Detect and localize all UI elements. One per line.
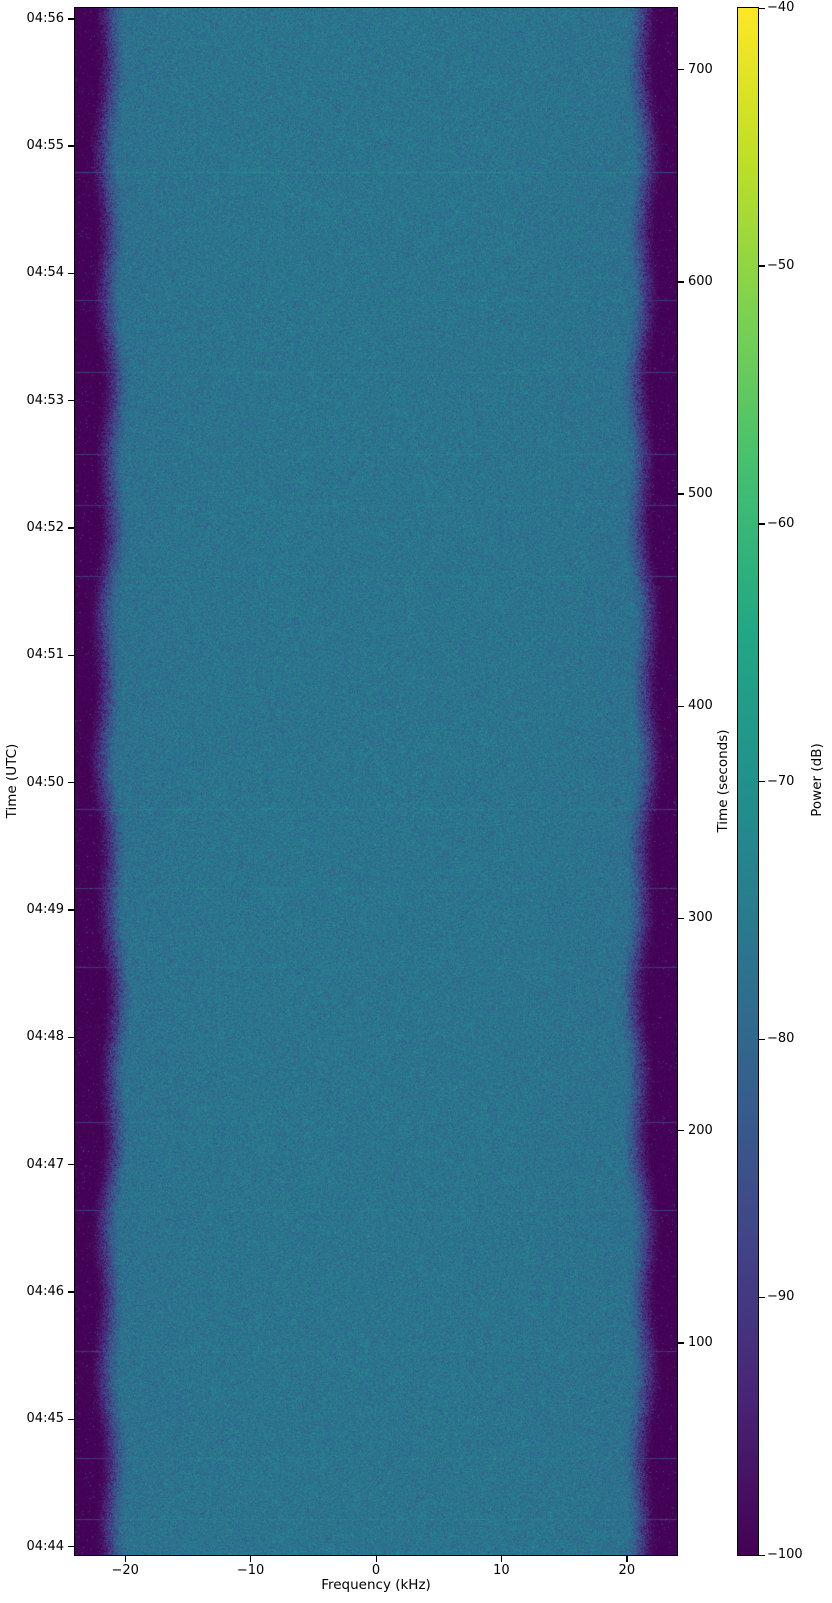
colorbar-tick (759, 1555, 765, 1556)
seconds-tick (678, 281, 684, 282)
seconds-tick-label: 600 (688, 274, 713, 290)
colorbar-tick-label: −70 (767, 774, 794, 790)
seconds-tick-label: 500 (688, 486, 713, 502)
utc-tick-label: 04:52 (0, 520, 64, 536)
spectrogram-canvas (75, 8, 677, 1555)
colorbar-tick (759, 8, 765, 9)
seconds-tick (678, 918, 684, 919)
freq-tick (626, 1556, 627, 1562)
colorbar-tick-label: −100 (767, 1547, 803, 1563)
utc-tick (68, 1291, 74, 1292)
colorbar-tick (759, 781, 765, 782)
utc-tick (68, 1419, 74, 1420)
utc-tick-label: 04:53 (0, 393, 64, 409)
freq-tick-label: 0 (346, 1563, 406, 1579)
seconds-tick-label: 300 (688, 910, 713, 926)
utc-tick-label: 04:56 (0, 11, 64, 27)
colorbar-tick-label: −80 (767, 1031, 794, 1047)
freq-tick-label: −10 (221, 1563, 281, 1579)
seconds-tick-label: 200 (688, 1123, 713, 1139)
spectrogram-figure: Time (UTC) Time (seconds) Power (dB) Fre… (0, 0, 832, 1603)
colorbar-tick (759, 265, 765, 266)
colorbar-tick-label: −90 (767, 1289, 794, 1305)
colorbar-tick-label: −40 (767, 0, 794, 16)
utc-tick (68, 400, 74, 401)
colorbar-label: Power (dB) (809, 743, 825, 816)
seconds-tick-label: 400 (688, 698, 713, 714)
freq-tick-label: −20 (95, 1563, 155, 1579)
utc-tick (68, 782, 74, 783)
freq-tick-label: 10 (471, 1563, 531, 1579)
y-axis-label-right: Time (seconds) (715, 729, 731, 832)
utc-tick (68, 273, 74, 274)
seconds-tick (678, 1342, 684, 1343)
utc-tick-label: 04:50 (0, 775, 64, 791)
utc-tick (68, 145, 74, 146)
utc-tick-label: 04:47 (0, 1157, 64, 1173)
x-axis-label: Frequency (kHz) (321, 1577, 431, 1593)
utc-tick (68, 655, 74, 656)
freq-tick (250, 1556, 251, 1562)
utc-tick (68, 909, 74, 910)
seconds-tick (678, 493, 684, 494)
utc-tick-label: 04:49 (0, 902, 64, 918)
seconds-tick (678, 69, 684, 70)
seconds-tick-label: 100 (688, 1335, 713, 1351)
utc-tick-label: 04:54 (0, 265, 64, 281)
seconds-tick (678, 706, 684, 707)
freq-tick (501, 1556, 502, 1562)
colorbar (738, 8, 758, 1555)
colorbar-tick-label: −50 (767, 258, 794, 274)
utc-tick-label: 04:51 (0, 647, 64, 663)
colorbar-tick (759, 1297, 765, 1298)
utc-tick (68, 18, 74, 19)
utc-tick-label: 04:45 (0, 1411, 64, 1427)
utc-tick (68, 527, 74, 528)
seconds-tick-label: 700 (688, 62, 713, 78)
utc-tick-label: 04:55 (0, 138, 64, 154)
utc-tick (68, 1037, 74, 1038)
freq-tick (125, 1556, 126, 1562)
colorbar-tick-label: −60 (767, 516, 794, 532)
freq-tick-label: 20 (597, 1563, 657, 1579)
utc-tick-label: 04:44 (0, 1539, 64, 1555)
plot-area (75, 8, 677, 1555)
utc-tick (68, 1164, 74, 1165)
freq-tick (376, 1556, 377, 1562)
utc-tick-label: 04:48 (0, 1029, 64, 1045)
seconds-tick (678, 1130, 684, 1131)
utc-tick (68, 1546, 74, 1547)
colorbar-tick (759, 523, 765, 524)
utc-tick-label: 04:46 (0, 1284, 64, 1300)
colorbar-tick (759, 1039, 765, 1040)
